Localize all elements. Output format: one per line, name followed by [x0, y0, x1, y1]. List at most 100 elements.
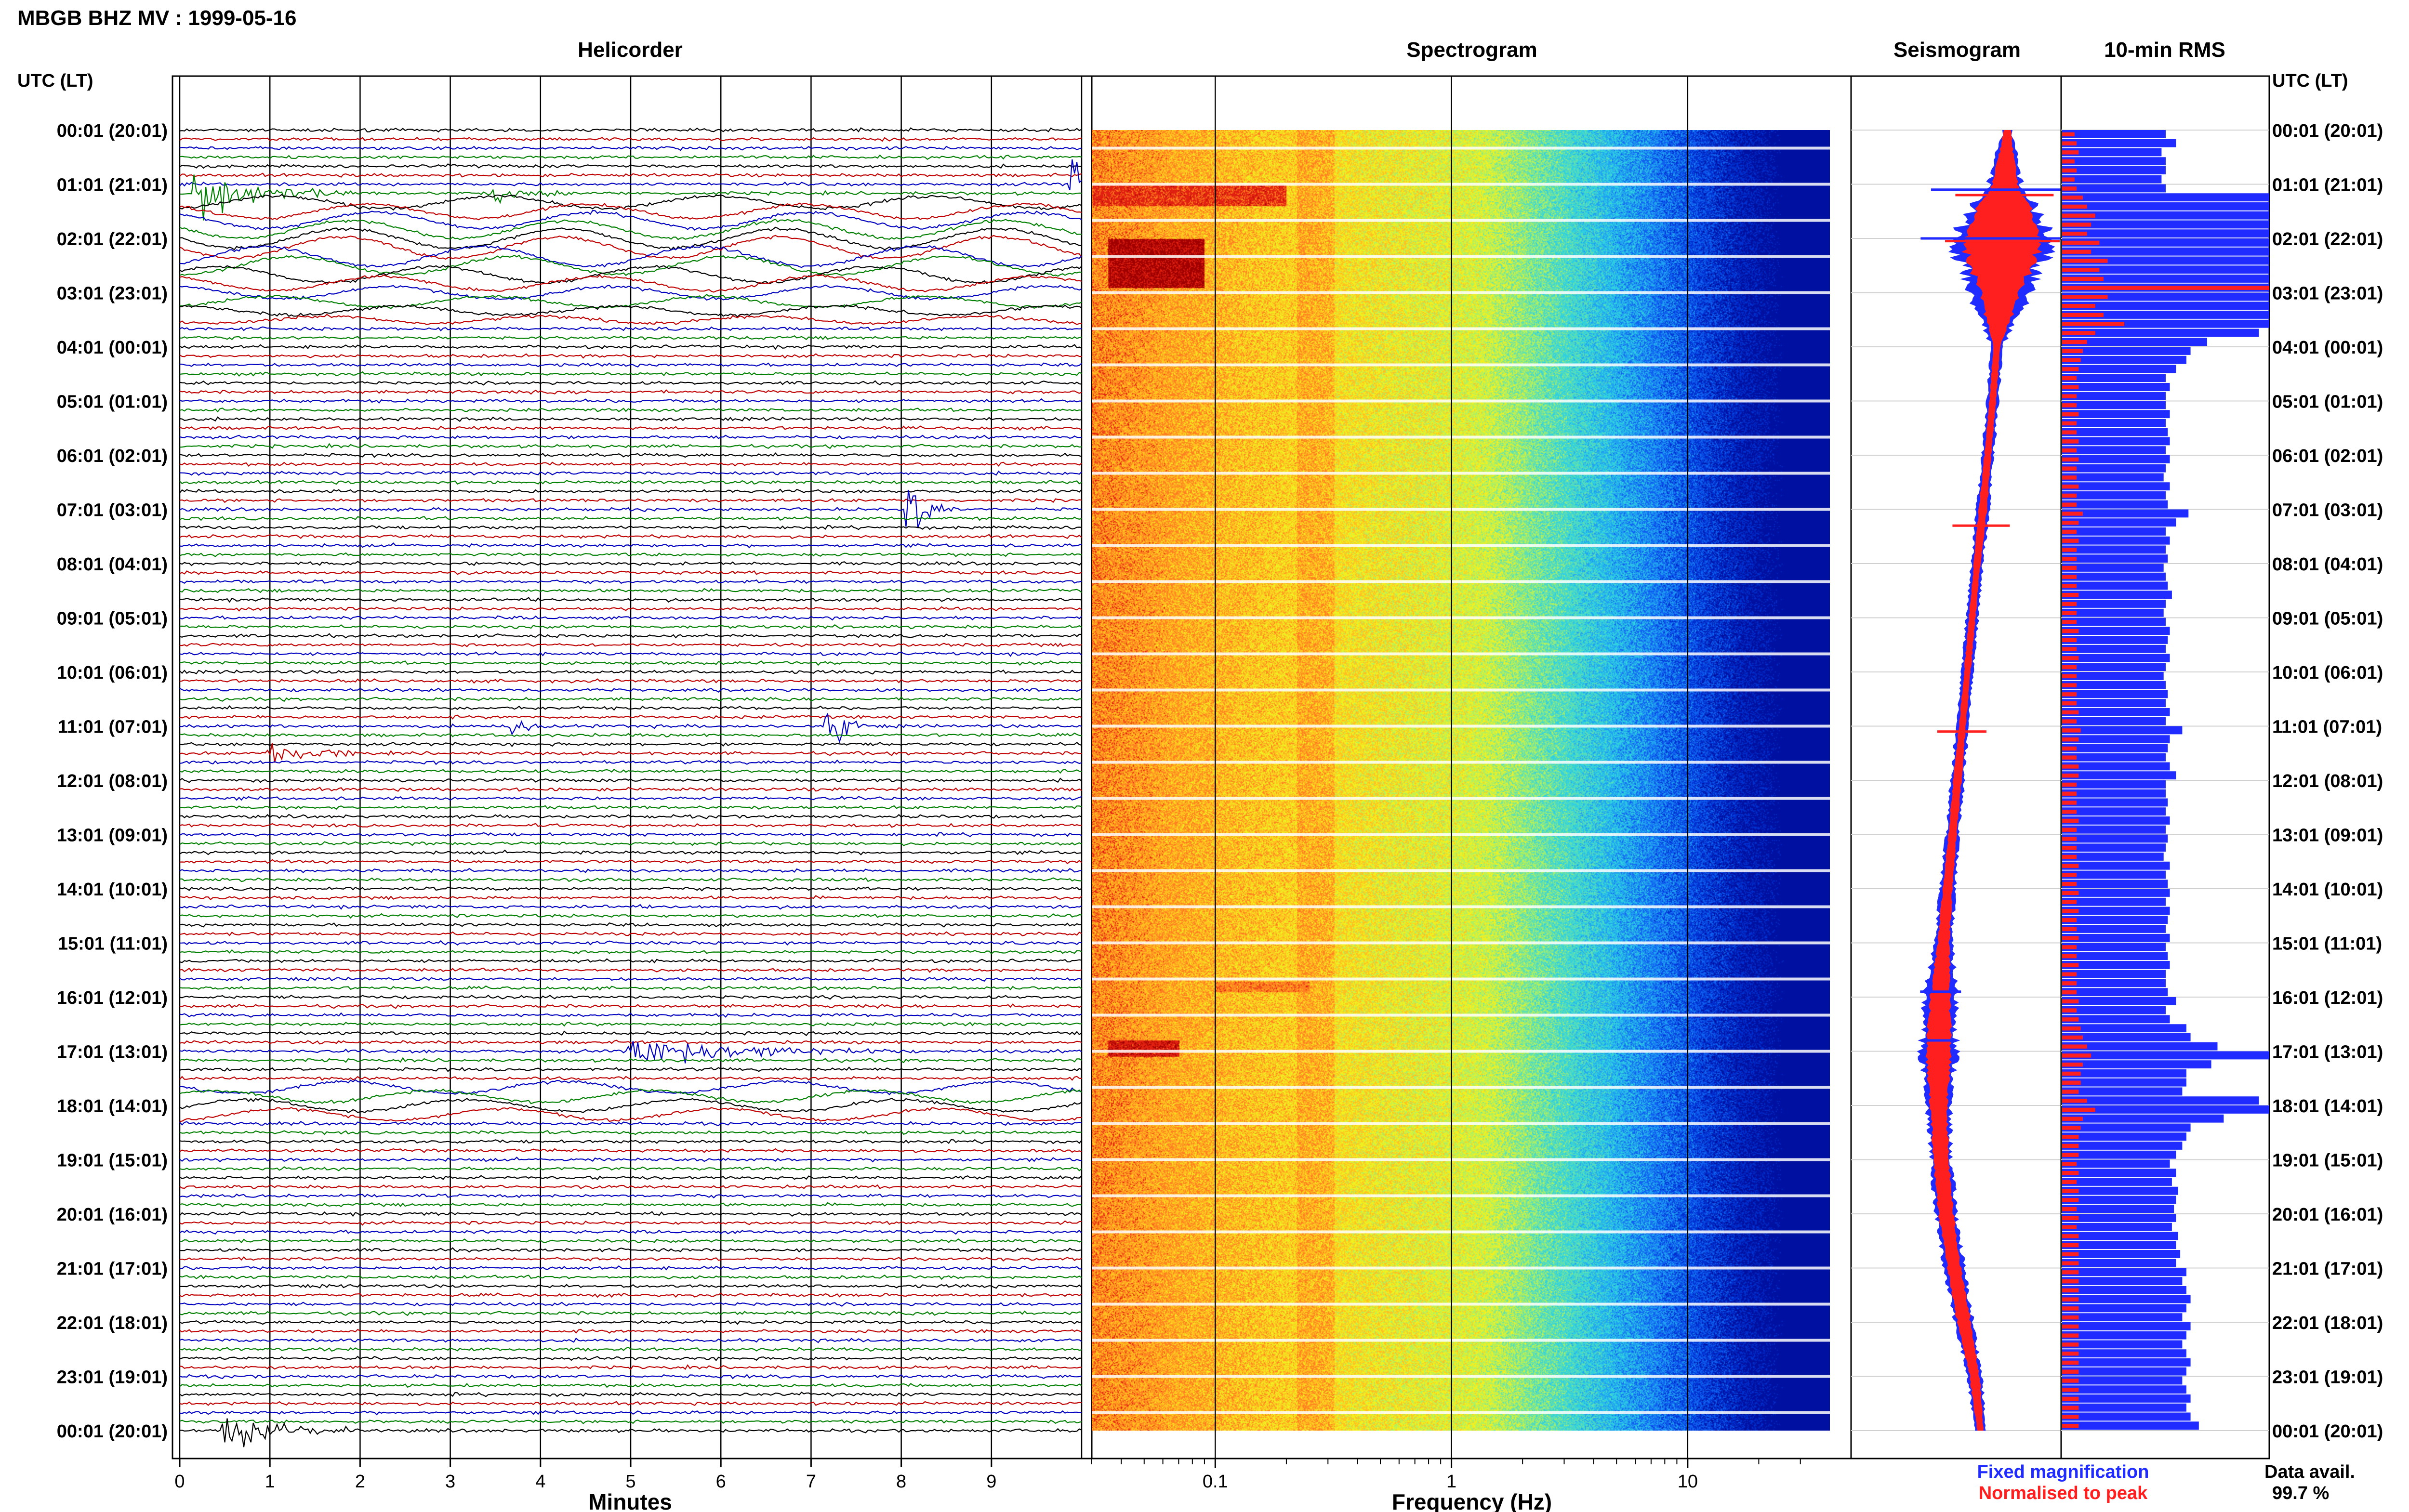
rms-bar-fixed — [2062, 1015, 2170, 1024]
helicorder-trace — [179, 660, 1082, 666]
rms-bar-fixed — [2062, 608, 2164, 617]
helicorder-trace — [179, 344, 1082, 350]
rms-bar-fixed — [2062, 591, 2172, 599]
rms-bar-fixed — [2062, 933, 2170, 942]
rms-bar-normalised — [2062, 349, 2083, 354]
helicorder-trace — [179, 434, 1082, 440]
helicorder-trace — [179, 606, 1082, 612]
rms-bar-normalised — [2062, 1306, 2079, 1311]
rms-bar-normalised — [2062, 592, 2079, 597]
helicorder-trace — [179, 1364, 1082, 1370]
helicorder-trace — [179, 461, 1082, 467]
rms-bar-fixed — [2062, 636, 2168, 644]
rms-bar-fixed — [2062, 771, 2176, 780]
rms-bar-normalised — [2062, 773, 2079, 778]
helicorder-trace — [179, 1193, 1082, 1199]
helicorder-trace — [179, 362, 1082, 368]
rms-bar-fixed — [2062, 1403, 2186, 1412]
rms-bar-normalised — [2062, 764, 2079, 769]
rms-bar-normalised — [2062, 972, 2077, 976]
helicorder-trace — [179, 254, 1082, 277]
helicorder-trace — [179, 624, 1082, 630]
rms-bar-normalised — [2062, 1234, 2079, 1238]
rms-bar-fixed — [2062, 1241, 2176, 1249]
rms-bar-normalised — [2062, 1053, 2091, 1058]
rms-bar-fixed — [2062, 247, 2269, 256]
helicorder-trace — [179, 732, 1082, 738]
rms-bar-fixed — [2062, 1069, 2186, 1078]
helicorder-trace — [179, 712, 1082, 744]
hour-label-right: 08:01 (04:01) — [2272, 554, 2383, 575]
helicorder-trace — [179, 488, 1082, 494]
helicorder-trace — [179, 1292, 1082, 1298]
helicorder-trace — [179, 194, 1082, 211]
rms-bar-normalised — [2062, 801, 2077, 805]
hour-label-left: 01:01 (21:01) — [57, 175, 168, 196]
rms-bar-fixed — [2062, 265, 2269, 274]
rms-bar-normalised — [2062, 1270, 2079, 1275]
helicorder-trace — [179, 849, 1082, 855]
rms-bar-fixed — [2062, 1358, 2191, 1367]
helicorder-trace — [179, 868, 1082, 873]
spectrogram-gap — [1092, 508, 1830, 511]
rms-bar-fixed — [2062, 627, 2170, 635]
helicorder-trace — [179, 425, 1082, 431]
rms-bar-normalised — [2062, 1017, 2079, 1022]
rms-bar-fixed — [2062, 175, 2162, 184]
rms-bar-fixed — [2062, 392, 2166, 400]
rms-bar-fixed — [2062, 1259, 2176, 1267]
rms-bar-fixed — [2062, 157, 2166, 166]
helicorder-trace — [179, 633, 1082, 639]
rms-bar-normalised — [2062, 466, 2077, 471]
legend-normalised-to-peak: Normalised to peak — [1979, 1483, 2148, 1503]
spectrogram-gap — [1092, 724, 1830, 728]
helicorder-trace — [179, 443, 1082, 449]
rms-bar-normalised — [2062, 1144, 2079, 1148]
rms-bar-fixed — [2062, 925, 2166, 933]
rms-bar-fixed — [2062, 843, 2166, 852]
rms-bar-normalised — [2062, 1315, 2079, 1320]
helicorder-trace — [179, 1012, 1082, 1018]
hour-label-right: 17:01 (13:01) — [2272, 1042, 2383, 1063]
rms-bar-normalised — [2062, 259, 2108, 263]
rms-bar-fixed — [2062, 1340, 2183, 1349]
rms-bar-normalised — [2062, 150, 2079, 155]
rms-bar-normalised — [2062, 502, 2077, 507]
rms-bar-fixed — [2062, 455, 2170, 463]
helicorder-trace — [179, 226, 1082, 251]
spectrogram-data-gaps — [1092, 146, 1830, 1414]
rms-bar-normalised — [2062, 186, 2077, 191]
rms-bar-normalised — [2062, 936, 2079, 940]
rms-bar-fixed — [2062, 1024, 2186, 1033]
helicorder-trace — [179, 651, 1082, 657]
helicorder-x-ticks: 0 1 2 3 4 5 6 7 8 9 — [174, 1459, 996, 1492]
helicorder-trace — [179, 669, 1082, 675]
helicorder-trace — [179, 274, 1082, 293]
rms-bar-fixed — [2062, 853, 2164, 861]
rms-bar-normalised — [2062, 250, 2091, 254]
rms-bar-fixed — [2062, 401, 2166, 409]
rms-bar-fixed — [2062, 735, 2170, 744]
helicorder-trace — [179, 976, 1082, 982]
helicorder-trace — [179, 832, 1082, 838]
spectrogram-gap — [1092, 1302, 1830, 1306]
rms-bar-fixed — [2062, 302, 2269, 310]
rms-bar-fixed — [2062, 1196, 2176, 1204]
rms-bar-normalised — [2062, 1406, 2079, 1410]
helicorder-trace — [179, 958, 1082, 964]
spectrogram-gap — [1092, 1230, 1830, 1234]
helicorder-trace — [179, 525, 1082, 530]
rms-bar-normalised — [2062, 873, 2077, 877]
helicorder-trace — [179, 823, 1082, 828]
rms-bar-fixed — [2062, 708, 2170, 716]
rms-bar-normalised — [2062, 755, 2077, 760]
rms-bar-normalised — [2062, 376, 2077, 381]
helicorder-trace — [179, 1302, 1082, 1307]
rms-bar-normalised — [2062, 1080, 2081, 1085]
rms-bar-fixed — [2062, 816, 2170, 825]
spectrogram-gap — [1092, 183, 1830, 186]
rms-bar-normalised — [2062, 719, 2077, 723]
rms-bar-normalised — [2062, 223, 2091, 227]
rms-bar-normalised — [2062, 1107, 2095, 1112]
